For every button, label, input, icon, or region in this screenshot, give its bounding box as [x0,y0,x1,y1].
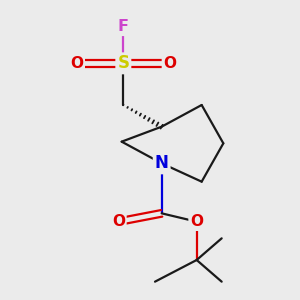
Text: O: O [164,56,176,71]
Text: O: O [190,214,203,229]
Text: S: S [117,54,129,72]
Text: O: O [112,214,125,229]
Text: F: F [118,19,129,34]
Text: N: N [155,154,169,172]
Text: O: O [70,56,83,71]
